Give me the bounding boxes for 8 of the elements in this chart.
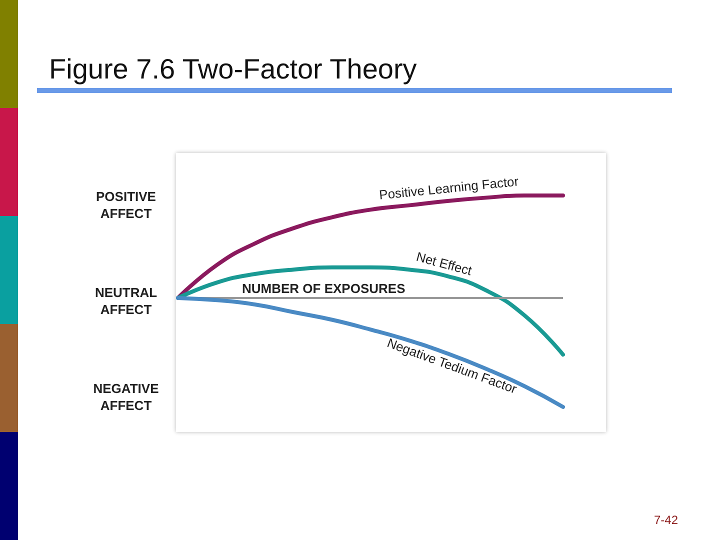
text: NEGATIVE AFFECT [93,381,160,413]
text: POSITIVE AFFECT [96,189,156,221]
text: Net Effect [414,248,474,278]
ref-line-label: NUMBER OF EXPOSURES [242,280,406,296]
text: Positive Learning Factor [378,174,520,202]
chart-title: Figure 7.6 Two-Factor Theory [49,54,417,84]
text: 7-42 [654,513,678,527]
text: NEUTRAL AFFECT [94,285,158,317]
